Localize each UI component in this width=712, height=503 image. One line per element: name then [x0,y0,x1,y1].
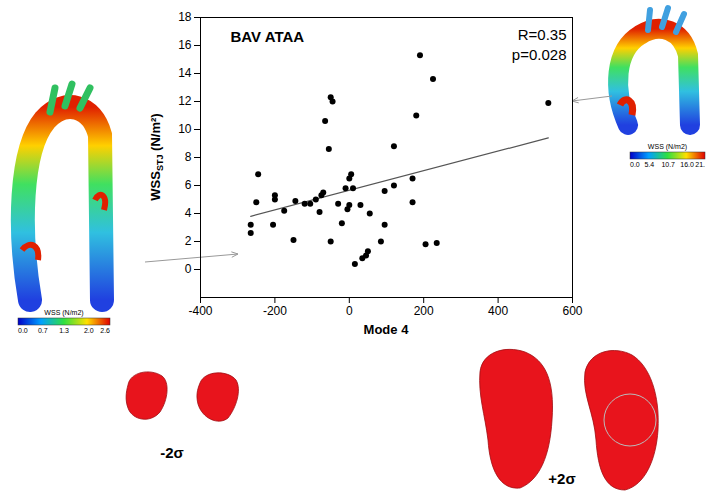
svg-text:2.0: 2.0 [84,327,94,334]
svg-text:12: 12 [178,94,192,108]
svg-text:0: 0 [346,304,353,318]
svg-text:R=0.35: R=0.35 [518,26,567,43]
svg-text:21.: 21. [695,161,705,168]
svg-text:WSS (N/m2): WSS (N/m2) [648,143,687,151]
svg-text:14: 14 [178,66,192,80]
svg-text:p=0.028: p=0.028 [512,46,567,63]
svg-text:8: 8 [185,150,192,164]
svg-text:400: 400 [488,304,508,318]
svg-text:2: 2 [185,234,192,248]
svg-text:4: 4 [185,206,192,220]
svg-text:WSS (N/m2): WSS (N/m2) [44,309,83,317]
svg-text:600: 600 [562,304,582,318]
svg-text:200: 200 [414,304,434,318]
svg-text:-400: -400 [188,304,212,318]
svg-text:0.0: 0.0 [18,327,28,334]
svg-text:+2σ: +2σ [548,470,575,487]
svg-text:-2σ: -2σ [160,444,184,461]
svg-text:16.0: 16.0 [680,161,694,168]
svg-text:BAV ATAA: BAV ATAA [231,28,305,45]
svg-text:0.0: 0.0 [630,161,640,168]
svg-text:0: 0 [185,262,192,276]
svg-text:5.4: 5.4 [644,161,654,168]
svg-text:10: 10 [178,122,192,136]
svg-text:18: 18 [178,10,192,24]
svg-text:16: 16 [178,38,192,52]
svg-text:2.6: 2.6 [100,327,110,334]
svg-text:10.7: 10.7 [661,161,675,168]
svg-text:1.3: 1.3 [59,327,69,334]
svg-text:6: 6 [185,178,192,192]
svg-text:WSSSTJ (N/m²): WSSSTJ (N/m²) [148,113,165,200]
svg-text:-200: -200 [263,304,287,318]
svg-text:Mode 4: Mode 4 [364,322,410,337]
svg-text:0.7: 0.7 [38,327,48,334]
